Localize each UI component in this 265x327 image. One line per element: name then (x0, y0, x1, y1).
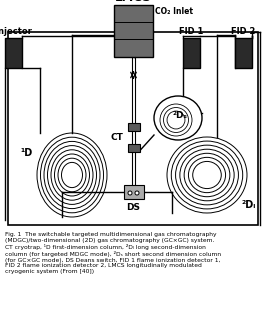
Text: FID 2: FID 2 (231, 27, 256, 36)
Text: ¹D: ¹D (21, 148, 33, 158)
Bar (235, 38, 252, 68)
Text: CO₂ Inlet: CO₂ Inlet (155, 7, 193, 15)
Bar (127, 123, 139, 131)
Bar (123, 185, 144, 199)
Bar (127, 144, 139, 152)
Text: FID 1: FID 1 (179, 27, 204, 36)
Ellipse shape (154, 96, 202, 140)
Bar (5, 38, 22, 68)
Text: CT: CT (111, 133, 123, 142)
Bar (114, 5, 153, 57)
Bar (183, 38, 200, 68)
Text: Fig. 1  The switchable targeted multidimensional gas chromatography
(MDGC)/two-d: Fig. 1 The switchable targeted multidime… (5, 232, 221, 274)
Text: ²Dₛ: ²Dₛ (173, 111, 187, 119)
Circle shape (135, 191, 139, 195)
Text: DS: DS (126, 203, 140, 212)
Bar (8, 32, 258, 225)
Text: LMCS: LMCS (115, 0, 152, 4)
Text: ²Dₗ: ²Dₗ (242, 200, 256, 210)
Text: Injector: Injector (0, 27, 32, 36)
Circle shape (128, 191, 132, 195)
